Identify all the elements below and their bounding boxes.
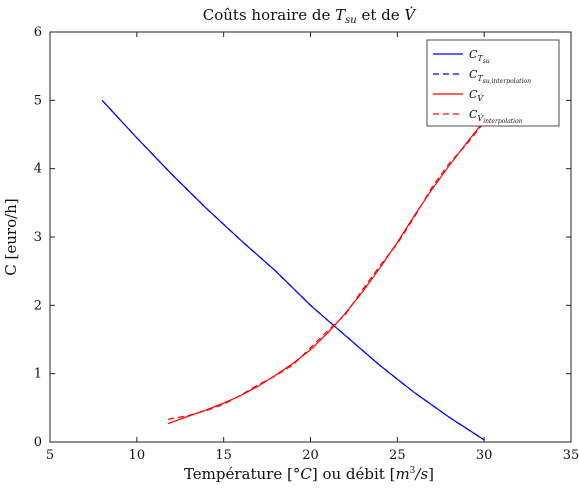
y-tick-label: 1 [34, 367, 42, 382]
y-axis-label: C [euro/h] [2, 198, 20, 275]
legend-label-0: CTsu [469, 48, 490, 65]
chart-title: Coûts horaire de Tsu et de V̇ [203, 6, 418, 26]
x-tick-label: 15 [215, 448, 232, 463]
x-tick-label: 30 [476, 448, 493, 463]
series-line-2 [167, 120, 485, 425]
y-tick-label: 3 [34, 230, 42, 245]
series-line-0 [101, 99, 485, 441]
plot-area [101, 99, 485, 441]
x-tick-label: 20 [302, 448, 319, 463]
y-tick-label: 4 [34, 162, 42, 177]
y-tick-label: 5 [34, 93, 42, 108]
y-tick-label: 2 [34, 298, 42, 313]
y-tick-label: 6 [34, 25, 42, 40]
legend-label-1: CTsu,interpolation [469, 68, 531, 85]
series-line-1 [101, 99, 485, 441]
x-axis-label: Température [°C] ou débit [m3/s] [184, 465, 434, 483]
x-tick-label: 35 [563, 448, 579, 463]
x-tick-label: 25 [389, 448, 406, 463]
x-tick-label: 5 [46, 448, 54, 463]
legend-label-2: CV̇ [469, 88, 484, 103]
x-tick-label: 10 [129, 448, 146, 463]
series-line-3 [167, 121, 485, 420]
legend-label-3: CV̇interpolation [469, 108, 523, 125]
y-tick-label: 0 [34, 435, 42, 450]
